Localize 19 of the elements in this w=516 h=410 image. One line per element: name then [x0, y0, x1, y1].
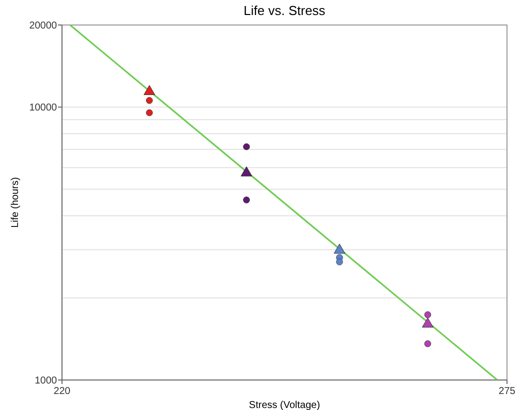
point: [146, 109, 153, 116]
y-tick-label: 10000: [29, 102, 58, 114]
point: [146, 97, 153, 104]
y-tick-label: 20000: [29, 20, 58, 32]
y-axis-title: Life (hours): [10, 177, 21, 228]
point: [144, 85, 156, 96]
point: [424, 340, 432, 348]
point: [424, 311, 432, 318]
point: [243, 196, 250, 204]
point: [336, 258, 343, 266]
chart-title: Life vs. Stress: [244, 3, 326, 18]
point: [334, 244, 346, 254]
point: [240, 166, 252, 176]
point: [243, 143, 250, 150]
x-tick-label: 220: [54, 386, 71, 397]
x-tick-label: 275: [498, 386, 516, 397]
x-axis-title: Stress (Voltage): [248, 400, 320, 410]
point: [422, 318, 434, 328]
y-tick-label: 1000: [34, 376, 58, 386]
